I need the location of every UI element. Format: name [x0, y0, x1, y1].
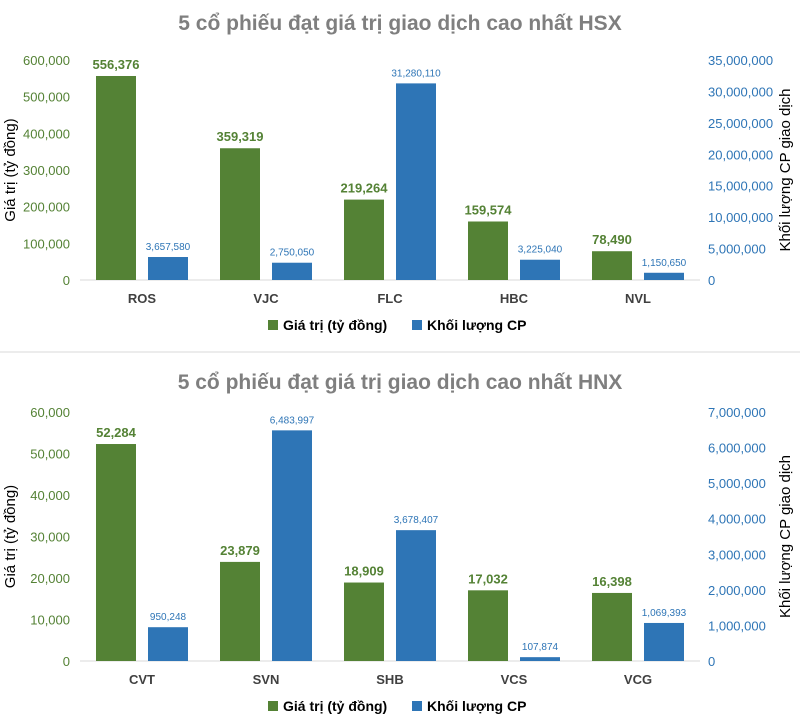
right-axis-tick-label: 35,000,000: [708, 53, 773, 68]
legend-label-value: Giá trị (tỷ đồng): [283, 698, 387, 714]
left-axis-tick-label: 500,000: [23, 90, 70, 105]
left-axis-title: Giá trị (tỷ đồng): [2, 485, 19, 588]
data-label-value: 359,319: [217, 129, 264, 144]
right-axis-tick-label: 0: [708, 273, 715, 288]
right-axis-tick-label: 1,000,000: [708, 618, 766, 633]
right-axis-tick-label: 7,000,000: [708, 405, 766, 420]
legend-swatch-value: [268, 320, 278, 330]
data-label-volume: 107,874: [522, 642, 559, 653]
bar-value: [592, 592, 632, 661]
left-axis-tick-label: 0: [63, 654, 70, 669]
left-axis-tick-label: 60,000: [30, 405, 70, 420]
bar-value: [96, 75, 136, 280]
category-label: VCS: [501, 672, 528, 687]
bar-volume: [520, 657, 560, 661]
left-axis-tick-label: 30,000: [30, 530, 70, 545]
right-axis-tick-label: 4,000,000: [708, 512, 766, 527]
data-label-value: 556,376: [93, 57, 140, 72]
category-label: SVN: [253, 672, 280, 687]
right-axis-tick-label: 6,000,000: [708, 441, 766, 456]
bar-volume: [644, 272, 684, 280]
bar-volume: [272, 430, 312, 661]
legend-swatch-value: [268, 701, 278, 711]
left-axis-tick-label: 0: [63, 273, 70, 288]
right-axis-tick-label: 2,000,000: [708, 583, 766, 598]
legend-label-volume: Khối lượng CP: [427, 698, 526, 714]
right-axis-tick-label: 20,000,000: [708, 147, 773, 162]
category-label: VCG: [624, 672, 652, 687]
data-label-volume: 2,750,050: [270, 248, 315, 259]
data-label-value: 23,879: [220, 543, 260, 558]
category-label: NVL: [625, 291, 651, 306]
left-axis-tick-label: 100,000: [23, 236, 70, 251]
data-label-value: 16,398: [592, 574, 632, 589]
data-label-volume: 1,150,650: [642, 258, 687, 269]
right-axis-title: Khối lượng CP giao dịch: [777, 455, 794, 618]
bar-value: [468, 590, 508, 661]
bar-value: [344, 582, 384, 661]
right-axis-tick-label: 30,000,000: [708, 84, 773, 99]
bar-value: [592, 251, 632, 280]
left-axis-tick-label: 50,000: [30, 447, 70, 462]
data-label-value: 159,574: [465, 202, 513, 217]
bar-volume: [148, 257, 188, 280]
bar-volume: [272, 262, 312, 280]
legend-label-value: Giá trị (tỷ đồng): [283, 317, 387, 333]
left-axis-tick-label: 600,000: [23, 53, 70, 68]
legend-swatch-volume: [412, 320, 422, 330]
data-label-volume: 3,225,040: [518, 245, 563, 256]
data-label-value: 52,284: [96, 425, 137, 440]
right-axis-tick-label: 5,000,000: [708, 476, 766, 491]
data-label-volume: 1,069,393: [642, 608, 687, 619]
right-axis-tick-label: 25,000,000: [708, 116, 773, 131]
category-label: ROS: [128, 291, 157, 306]
data-label-value: 17,032: [468, 571, 508, 586]
data-label-value: 78,490: [592, 232, 632, 247]
chart-title: 5 cổ phiếu đạt giá trị giao dịch cao nhấ…: [178, 371, 623, 394]
right-axis-tick-label: 10,000,000: [708, 210, 773, 225]
data-label-value: 18,909: [344, 564, 384, 579]
right-axis-tick-label: 0: [708, 654, 715, 669]
category-label: SHB: [376, 672, 403, 687]
left-axis-tick-label: 40,000: [30, 488, 70, 503]
left-axis-tick-label: 20,000: [30, 571, 70, 586]
bar-volume: [644, 622, 684, 661]
legend-swatch-volume: [412, 701, 422, 711]
legend-label-volume: Khối lượng CP: [427, 317, 526, 333]
category-label: FLC: [377, 291, 403, 306]
bar-value: [96, 444, 136, 661]
data-label-volume: 3,657,580: [146, 242, 191, 253]
left-axis-tick-label: 10,000: [30, 613, 70, 628]
left-axis-tick-label: 300,000: [23, 163, 70, 178]
data-label-volume: 31,280,110: [391, 68, 441, 79]
left-axis-tick-label: 200,000: [23, 200, 70, 215]
data-label-volume: 6,483,997: [270, 415, 315, 426]
bar-volume: [148, 627, 188, 661]
category-label: VJC: [253, 291, 279, 306]
bar-value: [344, 199, 384, 280]
left-axis-tick-label: 400,000: [23, 126, 70, 141]
bar-value: [220, 561, 260, 661]
category-label: CVT: [129, 672, 155, 687]
bar-volume: [520, 259, 560, 280]
bar-value: [220, 148, 260, 280]
right-axis-tick-label: 3,000,000: [708, 547, 766, 562]
data-label-volume: 950,248: [150, 612, 187, 623]
chart-title: 5 cổ phiếu đạt giá trị giao dịch cao nhấ…: [178, 12, 621, 35]
category-label: HBC: [500, 291, 529, 306]
right-axis-tick-label: 5,000,000: [708, 242, 766, 257]
right-axis-title: Khối lượng CP giao dịch: [777, 88, 794, 251]
bar-value: [468, 221, 508, 280]
bar-volume: [396, 530, 436, 661]
data-label-volume: 3,678,407: [394, 515, 439, 526]
bar-volume: [396, 83, 436, 280]
data-label-value: 219,264: [341, 181, 389, 196]
right-axis-tick-label: 15,000,000: [708, 179, 773, 194]
left-axis-title: Giá trị (tỷ đồng): [2, 118, 19, 221]
